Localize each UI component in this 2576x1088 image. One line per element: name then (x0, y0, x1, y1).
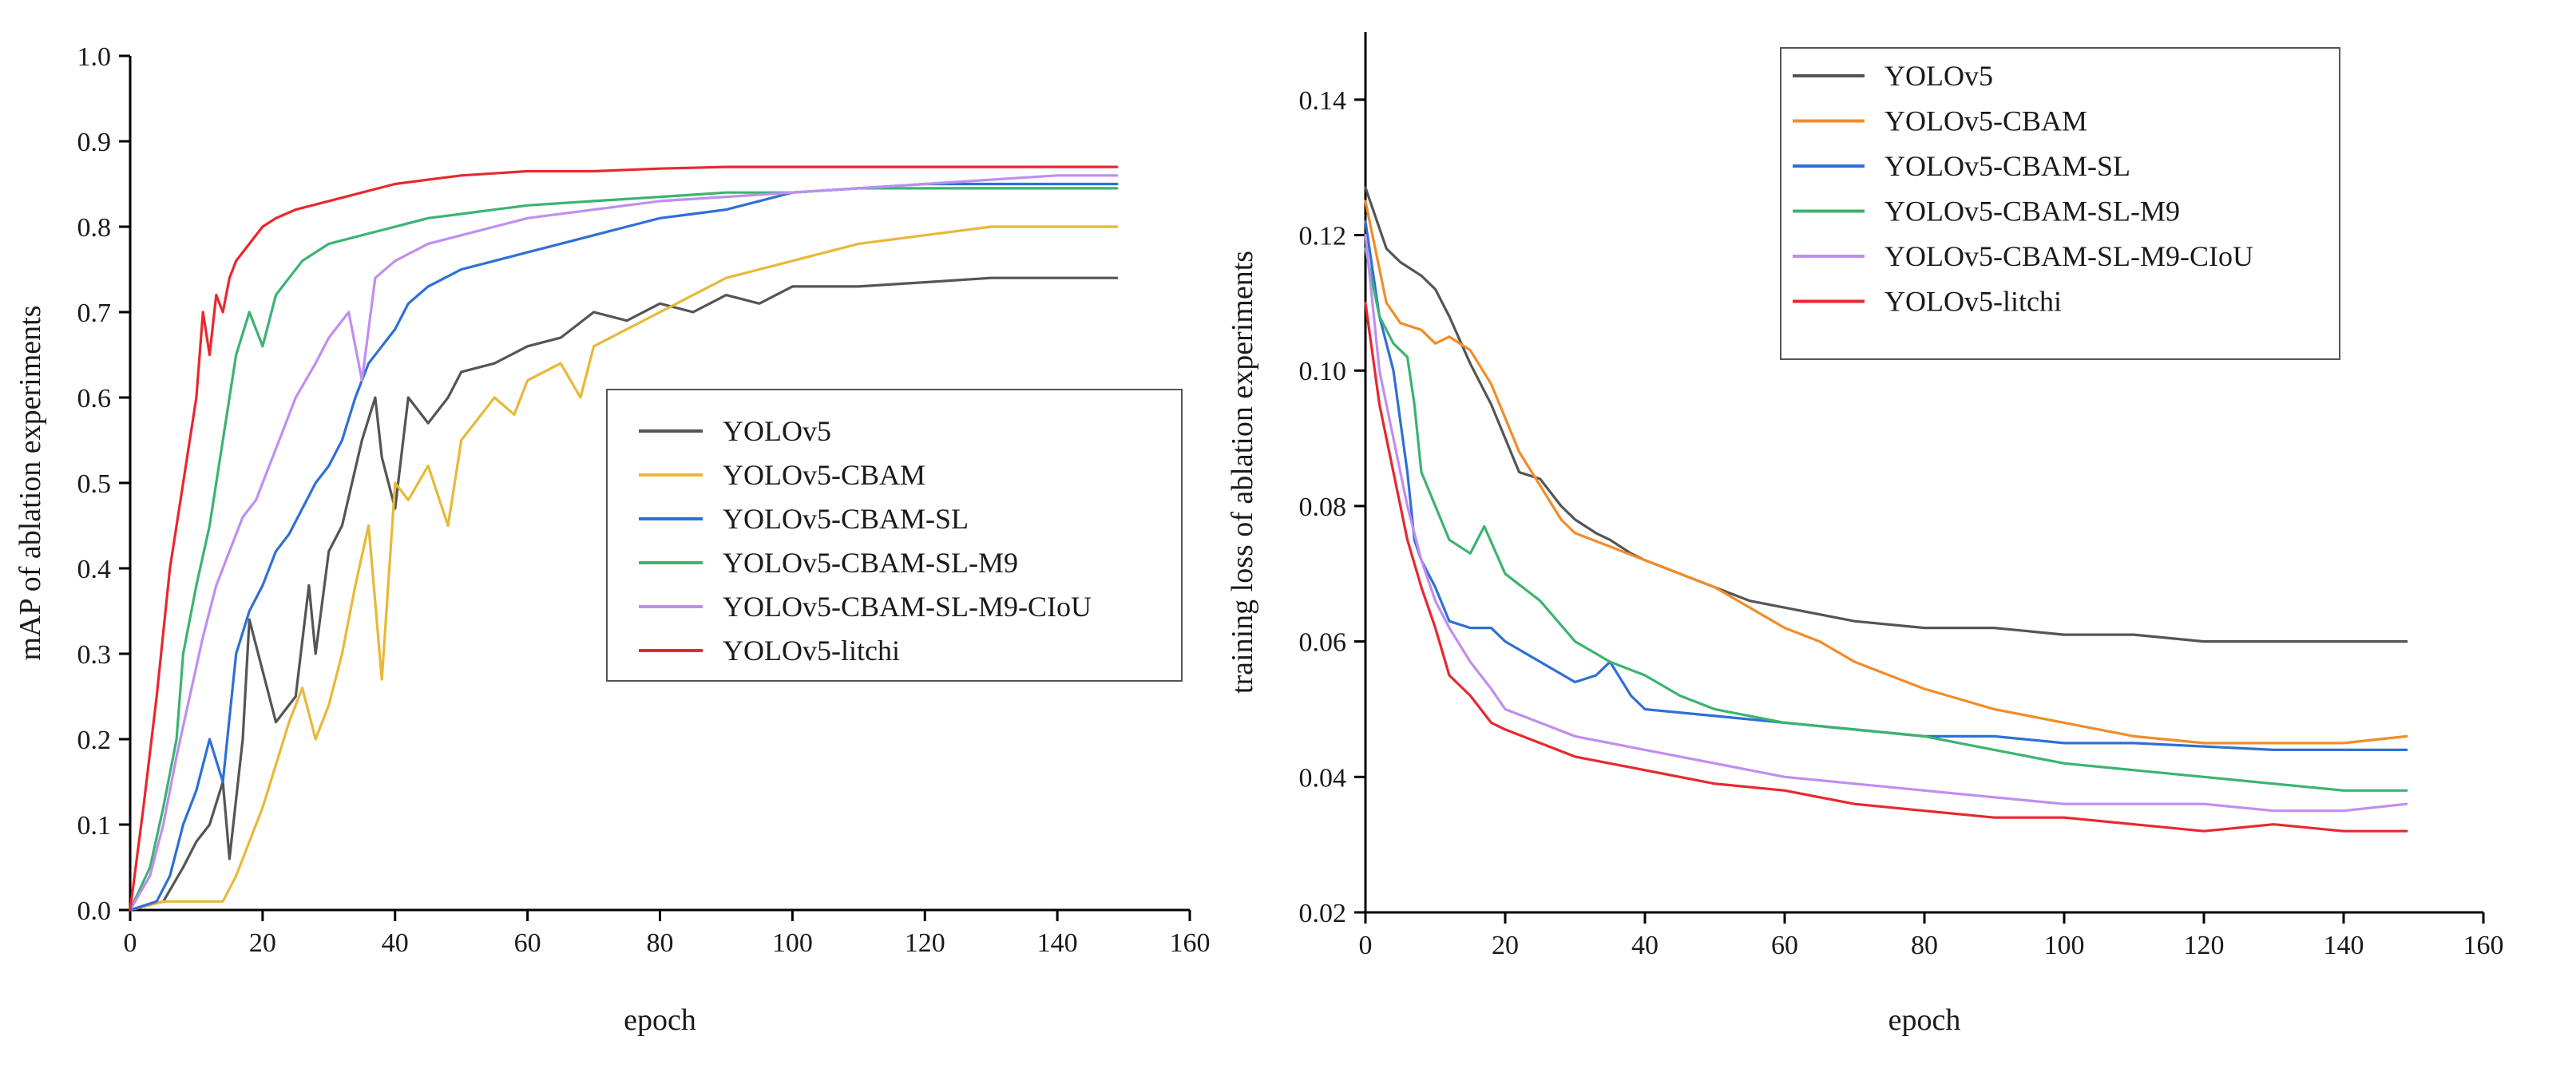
y-axis-title: mAP of ablation experiments (14, 306, 47, 661)
y-tick-label: 0.6 (77, 384, 112, 413)
y-tick-label: 0.9 (77, 128, 112, 157)
y-tick-label: 1.0 (77, 42, 112, 72)
series-line-yolov5 (129, 276, 1119, 912)
map-chart: 0 20 40 60 80 100 120 140 160 0.0 0.1 0.2 0.3 0.4 0.5 0… (14, 42, 1211, 1037)
series-line-yolov5-cbam-sl-m9 (1364, 247, 2408, 792)
y-tick-label: 0.4 (77, 555, 112, 584)
series-line-yolov5-cbam-sl (129, 182, 1119, 912)
x-tick-label: 120 (2184, 931, 2225, 960)
legend-box (1780, 47, 2340, 360)
legend-label: YOLOv5-litchi (723, 635, 900, 667)
legend-label: YOLOv5-CBAM-SL-M9 (1884, 196, 2180, 227)
legend-label: YOLOv5-CBAM (1884, 105, 2087, 137)
y-tick-label: 0.12 (1299, 222, 1347, 251)
y-tick-label: 0.2 (77, 726, 112, 755)
y-tick-label: 0.02 (1299, 899, 1347, 928)
legend-label: YOLOv5 (723, 415, 831, 447)
x-tick-label: 80 (647, 928, 674, 958)
y-axis-title: training loss of ablation experiments (1226, 251, 1259, 694)
x-tick-label: 140 (1037, 928, 1078, 958)
y-tick-label: 0.3 (77, 640, 112, 670)
series-line-yolov5-litchi (1364, 301, 2408, 833)
legend-label: YOLOv5-litchi (1884, 286, 2062, 318)
legend-label: YOLOv5 (1884, 60, 1993, 92)
y-tick-label: 0.8 (77, 213, 112, 243)
series-line-yolov5-cbam (129, 225, 1119, 912)
x-tick-label: 20 (249, 928, 276, 958)
x-tick-label: 160 (2463, 931, 2504, 960)
series-line-yolov5-cbam-sl-m9-ciou (129, 174, 1119, 912)
x-tick-label: 160 (1170, 928, 1211, 958)
y-tick-label: 0.0 (77, 896, 112, 926)
y-tick-label: 0.14 (1299, 86, 1347, 116)
x-tick-label: 60 (1771, 931, 1798, 960)
series-line-yolov5-cbam (1364, 200, 2408, 745)
x-tick-label: 140 (2324, 931, 2364, 960)
series-line-yolov5-litchi (129, 165, 1119, 912)
legend-label: YOLOv5-CBAM-SL (723, 503, 969, 535)
x-tick-label: 40 (382, 928, 409, 958)
legend-label: YOLOv5-CBAM-SL-M9-CIoU (723, 591, 1092, 623)
x-tick-label: 0 (124, 928, 137, 958)
legend-label: YOLOv5-CBAM-SL (1884, 150, 2130, 182)
x-tick-label: 20 (1492, 931, 1519, 960)
y-tick-label: 0.04 (1299, 763, 1347, 793)
legend-label: YOLOv5-CBAM-SL-M9 (723, 547, 1018, 579)
x-axis-title: epoch (624, 1003, 696, 1037)
x-axis-title: epoch (1888, 1003, 1961, 1037)
x-tick-label: 0 (1359, 931, 1373, 960)
y-tick-label: 0.10 (1299, 357, 1347, 386)
x-tick-label: 60 (514, 928, 541, 958)
x-tick-label: 80 (1911, 931, 1938, 960)
series-line-yolov5-cbam-sl-m9-ciou (1364, 233, 2408, 813)
y-tick-label: 0.08 (1299, 493, 1347, 522)
legend-box (606, 389, 1183, 682)
x-tick-label: 120 (905, 928, 945, 958)
x-tick-label: 100 (2044, 931, 2085, 960)
legend-label: YOLOv5-CBAM (723, 459, 925, 491)
x-tick-label: 100 (772, 928, 813, 958)
x-tick-label: 40 (1631, 931, 1659, 960)
y-tick-label: 0.06 (1299, 628, 1347, 658)
y-tick-label: 0.5 (77, 469, 112, 499)
y-tick-label: 0.1 (77, 811, 112, 841)
legend-label: YOLOv5-CBAM-SL-M9-CIoU (1884, 240, 2253, 272)
y-tick-label: 0.7 (77, 299, 112, 328)
loss-chart: 0 20 40 60 80 100 120 140 160 0.02 0.04 0.06 0.08 0.1… (1226, 32, 2504, 1037)
